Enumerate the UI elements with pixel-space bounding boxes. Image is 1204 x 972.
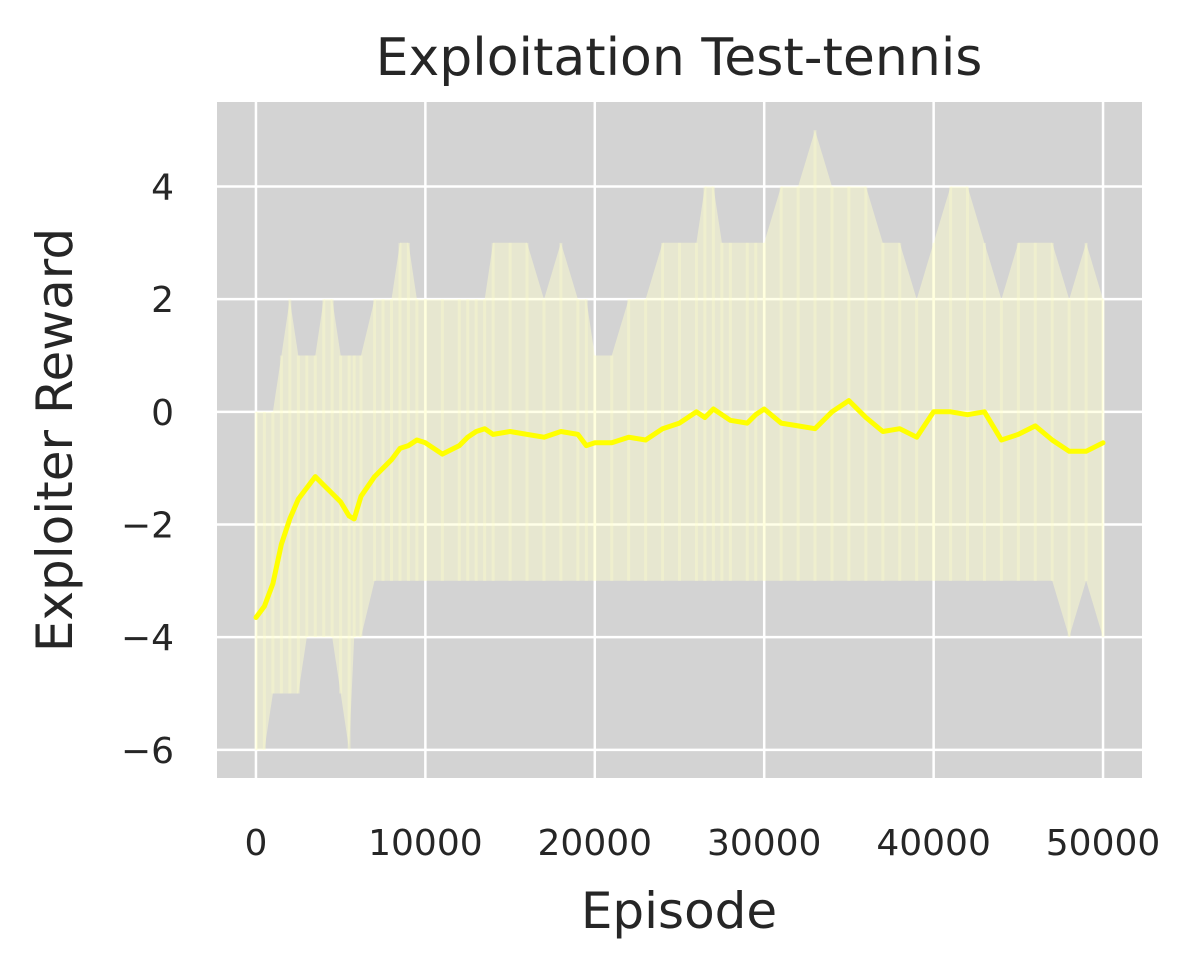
y-tick-labels: −6 −4 −2 0 2 4: [121, 168, 174, 772]
x-axis-label: Episode: [581, 882, 777, 940]
y-tick-label: 4: [151, 168, 174, 209]
y-tick-label: 2: [151, 280, 174, 321]
chart-title: Exploitation Test-tennis: [376, 28, 983, 88]
y-gridlines: [217, 185, 1142, 752]
x-tick-label: 10000: [368, 823, 483, 864]
x-tick-label: 30000: [707, 823, 822, 864]
y-axis-label: Exploiter Reward: [26, 228, 84, 652]
x-tick-label: 0: [245, 823, 268, 864]
x-tick-label: 50000: [1046, 823, 1161, 864]
x-gridlines: [254, 102, 1105, 778]
x-tick-label: 40000: [876, 823, 991, 864]
plot-background: [217, 102, 1142, 778]
y-tick-label: −2: [121, 506, 174, 547]
reward-range-band: [256, 130, 1103, 750]
band-layer: [254, 130, 1105, 750]
y-tick-label: −4: [121, 618, 174, 659]
reward-line: [253, 398, 1106, 620]
y-tick-label: 0: [151, 393, 174, 434]
y-tick-label: −6: [121, 731, 174, 772]
x-tick-label: 20000: [538, 823, 653, 864]
x-tick-labels: 0 10000 20000 30000 40000 50000: [245, 823, 1161, 864]
line-layer: [253, 398, 1106, 620]
